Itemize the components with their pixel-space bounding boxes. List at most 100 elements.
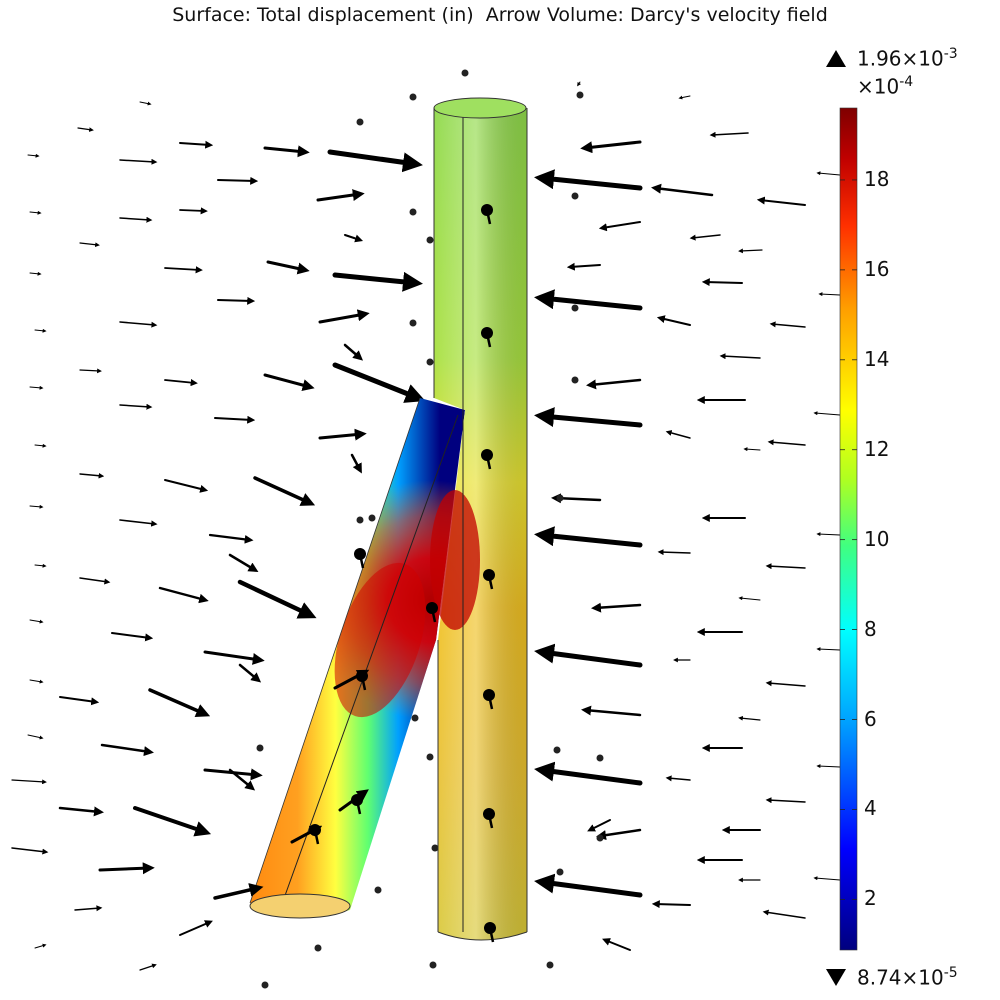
velocity-arrow	[743, 447, 761, 452]
colorbar-scale-label: ×10-4	[857, 74, 914, 99]
velocity-arrow	[430, 607, 437, 623]
velocity-arrow-head	[429, 961, 437, 969]
velocity-arrow-head	[409, 208, 417, 216]
velocity-arrow	[581, 705, 642, 717]
velocity-arrow-head	[426, 753, 434, 761]
velocity-arrow-head	[556, 868, 564, 876]
velocity-arrow	[29, 504, 44, 509]
velocity-arrow	[74, 905, 103, 912]
velocity-arrow	[29, 271, 42, 276]
velocity-arrow-head	[256, 744, 264, 752]
velocity-arrow-head	[553, 746, 561, 754]
velocity-arrow	[665, 430, 691, 439]
velocity-arrow	[139, 101, 152, 106]
velocity-arrow	[534, 289, 643, 311]
velocity-arrow	[98, 862, 155, 875]
velocity-arrow	[534, 169, 643, 191]
colorbar-tick-label: 16	[864, 256, 890, 281]
max-triangle-icon	[826, 50, 846, 67]
velocity-arrow	[534, 407, 643, 428]
velocity-arrow-head	[426, 358, 434, 366]
velocity-arrow	[213, 883, 264, 900]
velocity-arrow	[77, 127, 94, 132]
velocity-arrow	[769, 321, 806, 328]
velocity-arrow-head	[356, 516, 364, 524]
velocity-arrow-head	[314, 944, 322, 952]
velocity-arrow	[596, 828, 642, 841]
velocity-arrow	[689, 234, 721, 241]
velocity-arrow	[59, 696, 100, 706]
velocity-arrow	[164, 266, 203, 274]
velocity-arrow	[208, 533, 254, 544]
velocity-arrow	[217, 176, 259, 185]
velocity-arrow	[58, 806, 104, 817]
velocity-arrow	[602, 938, 631, 951]
velocity-arrow	[344, 234, 364, 243]
velocity-arrow	[487, 813, 494, 829]
velocity-arrow	[738, 248, 763, 254]
velocity-arrow	[591, 602, 642, 613]
velocity-arrow	[119, 403, 153, 410]
velocity-arrow	[816, 764, 841, 769]
velocity-arrow	[179, 920, 213, 936]
velocity-arrow	[217, 296, 256, 305]
velocity-arrow	[263, 373, 315, 391]
velocity-arrow	[665, 775, 691, 782]
velocity-arrow	[657, 549, 691, 556]
velocity-arrow	[214, 415, 256, 424]
velocity-arrow	[29, 210, 42, 215]
colorbar-tick-label: 8	[864, 616, 877, 641]
velocity-arrow-head	[356, 118, 364, 126]
velocity-arrow	[651, 900, 691, 909]
velocity-arrow	[29, 385, 44, 390]
velocity-arrow	[228, 768, 256, 791]
velocity-arrow	[738, 596, 761, 601]
velocity-arrow	[534, 643, 643, 668]
velocity-arrow-head	[596, 754, 604, 762]
velocity-arrow-head	[556, 494, 564, 502]
velocity-arrow-head	[431, 844, 439, 852]
velocity-arrow	[651, 183, 714, 197]
colorbar-max-label: 1.96×10-3	[857, 46, 958, 71]
colorbar-tick-label: 14	[864, 346, 890, 371]
velocity-arrow-head	[571, 192, 579, 200]
velocity-arrow	[11, 847, 49, 855]
velocity-arrow-head	[571, 376, 579, 384]
colorbar-tick-label: 6	[864, 706, 877, 731]
velocity-arrow	[179, 207, 208, 215]
velocity-arrow	[327, 149, 423, 173]
velocity-arrow	[34, 943, 47, 949]
velocity-arrow-head	[546, 961, 554, 969]
velocity-arrow	[487, 574, 494, 590]
velocity-arrow	[238, 663, 262, 683]
velocity-arrow-head	[368, 514, 376, 522]
velocity-arrow	[333, 669, 370, 690]
velocity-arrow	[765, 563, 806, 570]
velocity-arrow-head	[576, 91, 584, 99]
velocity-arrow	[179, 140, 214, 149]
velocity-arrow-head	[426, 236, 434, 244]
velocity-arrow	[332, 362, 426, 403]
velocity-arrow	[332, 271, 423, 292]
velocity-arrow	[27, 734, 44, 740]
darcy-velocity-arrows	[11, 69, 841, 989]
velocity-arrow	[290, 825, 323, 844]
velocity-arrow	[767, 439, 806, 446]
velocity-arrow	[701, 278, 743, 287]
velocity-arrow	[263, 145, 310, 158]
velocity-arrow	[29, 679, 44, 684]
velocity-arrow	[488, 927, 495, 943]
velocity-arrow	[816, 171, 841, 176]
velocity-arrow	[534, 526, 643, 548]
velocity-arrow-head	[571, 304, 579, 312]
velocity-arrow	[577, 81, 581, 87]
velocity-arrow	[266, 260, 310, 275]
velocity-arrow	[11, 779, 47, 785]
velocity-arrow	[816, 647, 841, 652]
velocity-arrow	[598, 221, 641, 232]
colorbar-tick-label: 2	[864, 886, 877, 911]
velocity-arrow	[343, 343, 364, 361]
velocity-arrow-head	[374, 886, 382, 894]
velocity-arrow	[756, 196, 806, 206]
